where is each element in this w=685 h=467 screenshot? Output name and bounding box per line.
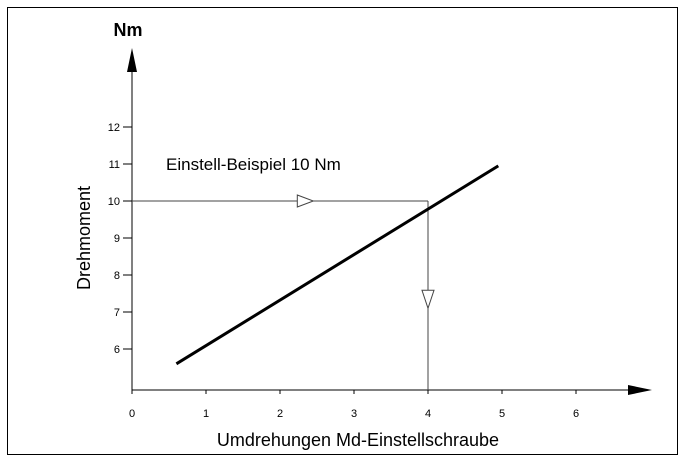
x-tick-label: 3 bbox=[351, 408, 357, 420]
x-tick-label: 0 bbox=[129, 408, 135, 420]
x-axis-title: Umdrehungen Md-Einstellschraube bbox=[217, 430, 499, 450]
y-unit-label: Nm bbox=[113, 20, 142, 40]
x-tick-label: 4 bbox=[425, 408, 431, 420]
x-tick-label: 1 bbox=[203, 408, 209, 420]
guide-arrow-down bbox=[421, 289, 435, 310]
y-tick-label: 7 bbox=[114, 307, 120, 319]
chart-frame bbox=[7, 7, 678, 455]
y-tick-label: 9 bbox=[114, 233, 120, 245]
y-tick-label: 8 bbox=[114, 270, 120, 282]
guide-arrow-right bbox=[296, 194, 315, 208]
y-tick-label: 10 bbox=[108, 196, 120, 208]
axes bbox=[123, 48, 652, 395]
y-axis-arrow bbox=[127, 48, 137, 72]
y-tick-label: 11 bbox=[109, 159, 120, 171]
x-tick-label: 2 bbox=[277, 408, 283, 420]
x-tick-label: 6 bbox=[573, 408, 579, 420]
x-tick-label: 5 bbox=[499, 408, 505, 420]
series-layer bbox=[175, 164, 500, 366]
x-axis-arrow bbox=[628, 385, 652, 395]
series-line bbox=[175, 164, 500, 366]
y-tick-label: 12 bbox=[108, 122, 120, 134]
y-tick-label: 6 bbox=[114, 344, 120, 356]
y-axis-title: Drehmoment bbox=[74, 186, 94, 290]
annotation-label: Einstell-Beispiel 10 Nm bbox=[166, 155, 341, 174]
guide-lines bbox=[132, 194, 435, 390]
